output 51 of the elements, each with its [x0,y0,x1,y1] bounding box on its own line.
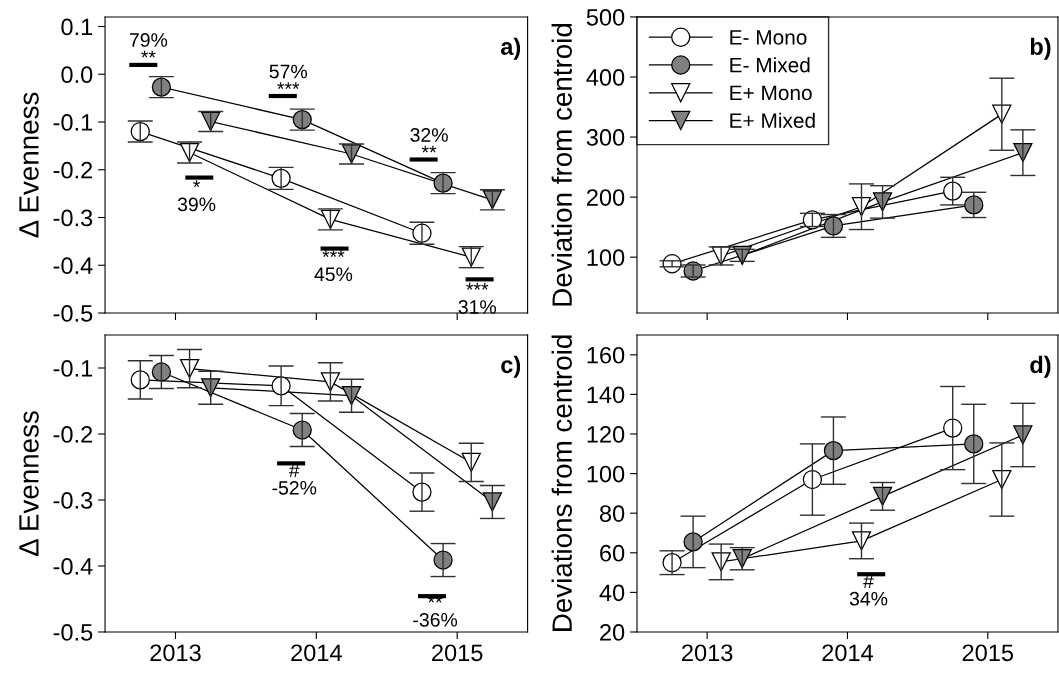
y-tick-label: 60 [600,544,625,562]
annotation: # -52% [272,463,317,495]
annotation: a) [500,37,521,60]
y-axis-title: Deviations from centroid [551,335,572,631]
y-tick-label: 500 [586,9,625,26]
y-axis-title: Deviation from centroid [551,23,572,306]
y-tick-label: 40 [599,584,625,602]
annotation: 79% ** [129,33,168,58]
x-tick-label: 2013 [682,644,733,662]
annotation: # 34% [849,574,888,606]
annotation: b) [1030,37,1051,60]
y-tick-label: 100 [587,249,625,266]
y-tick-label: -0.2 [53,426,93,443]
x-tick-label: 2014 [822,644,874,662]
x-tick-label: 2015 [432,644,483,662]
annotation: * 39% [177,180,216,212]
y-tick-label: 0.0 [61,66,93,84]
y-tick-label: 160 [587,346,625,364]
y-tick-label: 120 [587,426,625,443]
x-tick-label: 2013 [150,644,201,662]
y-tick-label: 400 [586,69,625,86]
y-tick-label: -0.4 [53,257,93,275]
annotation: 32% ** [410,128,448,153]
y-tick-label: 0.1 [61,18,93,36]
y-tick-label: 140 [587,386,625,404]
y-tick-label: 300 [586,129,625,146]
y-tick-label: -0.3 [53,209,93,227]
y-axis-title: Δ Evenness [19,411,39,557]
legend-label: E+ Mixed [730,112,815,128]
annotation: c) [501,355,521,378]
y-tick-label: 80 [599,505,625,522]
x-tick-label: 2014 [291,644,342,662]
annotation: *** 45% [314,250,353,282]
y-tick-label: -0.3 [53,492,93,509]
y-tick-label: -0.1 [53,114,93,131]
y-tick-label: -0.1 [53,360,93,377]
x-tick-label: 2015 [962,644,1014,662]
annotation: 57% *** [269,64,308,90]
legend-label: E- Mono [730,30,807,45]
y-tick-label: -0.4 [53,558,93,575]
annotation: d) [1030,355,1051,378]
y-tick-label: 20 [600,624,625,641]
y-tick-label: 100 [587,465,625,483]
y-tick-label: -0.2 [53,161,93,179]
y-tick-label: -0.5 [53,305,93,322]
y-tick-label: -0.5 [53,624,93,641]
legend-label: E- Mixed [730,57,810,73]
y-tick-label: 200 [586,189,625,206]
legend-label: E+ Mono [730,85,812,101]
annotation: *** 31% [458,282,497,314]
y-axis-title: Δ Evenness [19,92,39,238]
